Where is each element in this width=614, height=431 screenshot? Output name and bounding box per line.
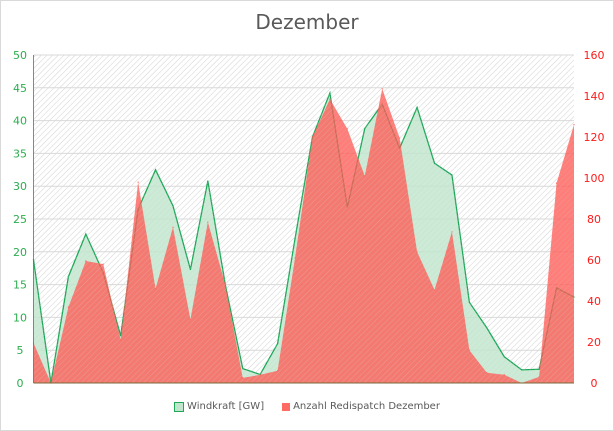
left-axis-tick-label: 5 bbox=[17, 344, 24, 357]
plot-hatch-overlay bbox=[33, 55, 574, 383]
left-axis-tick-label: 20 bbox=[13, 246, 27, 259]
right-axis-tick-label: 20 bbox=[587, 336, 601, 349]
right-axis-tick-label: 140 bbox=[584, 90, 605, 103]
right-axis-tick-label: 40 bbox=[587, 295, 601, 308]
left-axis-tick-label: 25 bbox=[13, 213, 27, 226]
right-axis-tick-label: 60 bbox=[587, 254, 601, 267]
legend-swatch-wind bbox=[174, 401, 185, 412]
right-axis-tick-label: 160 bbox=[584, 49, 605, 62]
left-axis-tick-label: 30 bbox=[13, 180, 27, 193]
right-axis-tick-label: 120 bbox=[584, 131, 605, 144]
left-axis-tick-label: 35 bbox=[13, 147, 27, 160]
legend-item-wind[interactable]: Windkraft [GW] bbox=[174, 401, 264, 412]
legend: Windkraft [GW] Anzahl Redispatch Dezembe… bbox=[0, 401, 614, 412]
legend-label-wind: Windkraft [GW] bbox=[187, 401, 265, 412]
chart-title: Dezember bbox=[255, 10, 359, 34]
left-axis-tick-label: 45 bbox=[13, 82, 27, 95]
left-axis-tick-label: 40 bbox=[13, 115, 27, 128]
right-axis-tick-label: 100 bbox=[584, 172, 605, 185]
legend-label-redispatch: Anzahl Redispatch Dezember bbox=[293, 401, 440, 412]
legend-item-redispatch[interactable]: Anzahl Redispatch Dezember bbox=[282, 401, 440, 412]
left-axis-tick-label: 50 bbox=[13, 49, 27, 62]
right-axis-tick-label: 0 bbox=[591, 377, 598, 390]
legend-swatch-redispatch bbox=[282, 402, 291, 411]
right-axis-tick-label: 80 bbox=[587, 213, 601, 226]
left-axis-tick-label: 15 bbox=[13, 279, 27, 292]
left-axis-tick-label: 10 bbox=[13, 311, 27, 324]
left-axis-tick-label: 0 bbox=[17, 377, 24, 390]
